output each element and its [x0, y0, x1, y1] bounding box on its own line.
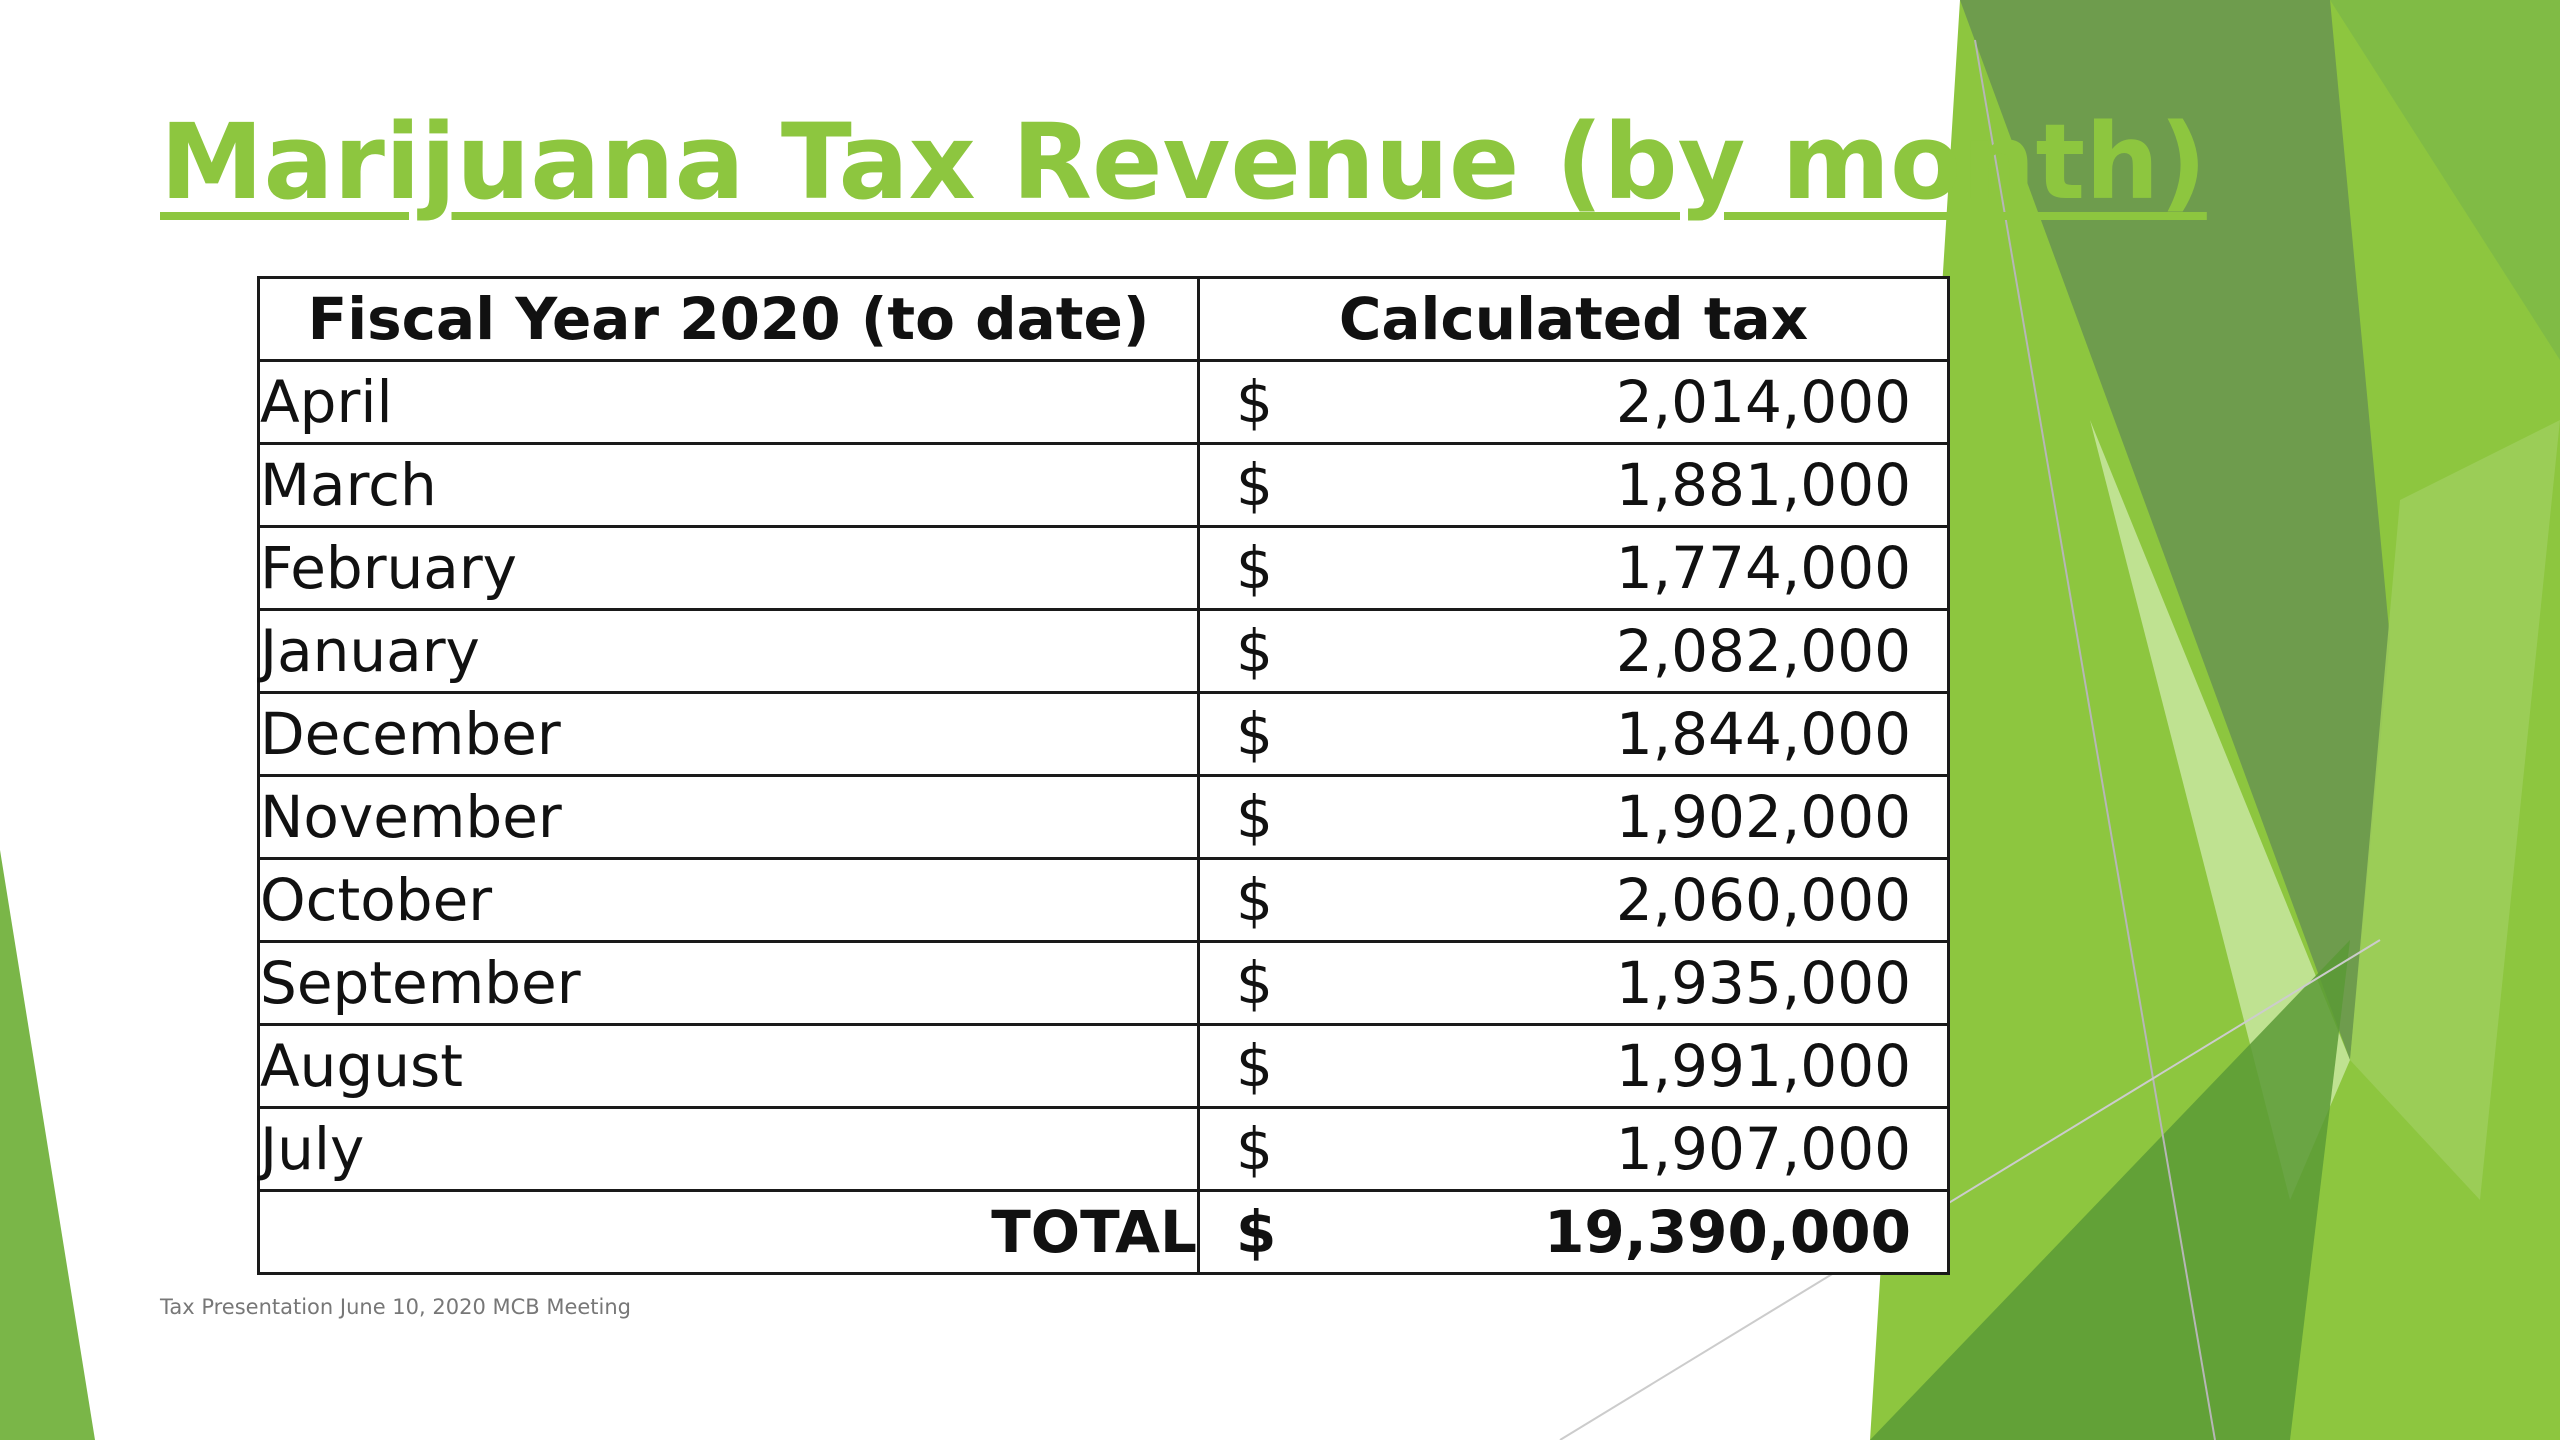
amount-cell: $2,014,000 — [1197, 359, 1950, 445]
table-row: November $1,902,000 — [257, 774, 1950, 860]
table-row: January $2,082,000 — [257, 608, 1950, 694]
amount-cell: $1,902,000 — [1197, 774, 1950, 860]
amount-cell: $1,991,000 — [1197, 1023, 1950, 1109]
month-cell: July — [257, 1106, 1200, 1192]
table-row: December $1,844,000 — [257, 691, 1950, 777]
total-amount-value: 19,390,000 — [1544, 1198, 1911, 1266]
total-label: TOTAL — [257, 1189, 1200, 1275]
currency-symbol: $ — [1236, 949, 1273, 1017]
amount-cell: $2,082,000 — [1197, 608, 1950, 694]
amount-value: 2,082,000 — [1615, 617, 1911, 685]
currency-symbol: $ — [1236, 1115, 1273, 1183]
month-cell: October — [257, 857, 1200, 943]
table-row: October $2,060,000 — [257, 857, 1950, 943]
currency-symbol: $ — [1236, 617, 1273, 685]
month-cell: September — [257, 940, 1200, 1026]
month-cell: December — [257, 691, 1200, 777]
amount-cell: $1,844,000 — [1197, 691, 1950, 777]
amount-cell: $1,881,000 — [1197, 442, 1950, 528]
currency-symbol: $ — [1236, 1198, 1277, 1266]
table-row: April $2,014,000 — [257, 359, 1950, 445]
amount-cell: $1,907,000 — [1197, 1106, 1950, 1192]
currency-symbol: $ — [1236, 700, 1273, 768]
header-fiscal-year: Fiscal Year 2020 (to date) — [257, 276, 1200, 362]
amount-value: 1,902,000 — [1615, 783, 1911, 851]
month-cell: April — [257, 359, 1200, 445]
amount-value: 1,881,000 — [1615, 451, 1911, 519]
table-header-row: Fiscal Year 2020 (to date) Calculated ta… — [257, 276, 1950, 362]
amount-value: 1,844,000 — [1615, 700, 1911, 768]
amount-value: 1,907,000 — [1615, 1115, 1911, 1183]
amount-value: 2,014,000 — [1615, 368, 1911, 436]
table-row: March $1,881,000 — [257, 442, 1950, 528]
month-cell: March — [257, 442, 1200, 528]
amount-value: 1,774,000 — [1615, 534, 1911, 602]
table-row: February $1,774,000 — [257, 525, 1950, 611]
amount-cell: $1,774,000 — [1197, 525, 1950, 611]
amount-cell: $1,935,000 — [1197, 940, 1950, 1026]
header-calculated-tax: Calculated tax — [1197, 276, 1950, 362]
currency-symbol: $ — [1236, 368, 1273, 436]
currency-symbol: $ — [1236, 1032, 1273, 1100]
currency-symbol: $ — [1236, 783, 1273, 851]
currency-symbol: $ — [1236, 534, 1273, 602]
tax-revenue-table: Fiscal Year 2020 (to date) Calculated ta… — [257, 276, 1950, 1275]
table-row: July $1,907,000 — [257, 1106, 1950, 1192]
total-row: TOTAL $19,390,000 — [257, 1189, 1950, 1275]
currency-symbol: $ — [1236, 451, 1273, 519]
currency-symbol: $ — [1236, 866, 1273, 934]
slide-title: Marijuana Tax Revenue (by month) — [160, 101, 2207, 223]
month-cell: February — [257, 525, 1200, 611]
table-row: September $1,935,000 — [257, 940, 1950, 1026]
amount-cell: $2,060,000 — [1197, 857, 1950, 943]
month-cell: January — [257, 608, 1200, 694]
amount-value: 1,935,000 — [1615, 949, 1911, 1017]
amount-value: 1,991,000 — [1615, 1032, 1911, 1100]
slide-footer: Tax Presentation June 10, 2020 MCB Meeti… — [160, 1295, 632, 1319]
table-row: August $1,991,000 — [257, 1023, 1950, 1109]
month-cell: August — [257, 1023, 1200, 1109]
total-amount-cell: $19,390,000 — [1197, 1189, 1950, 1275]
amount-value: 2,060,000 — [1615, 866, 1911, 934]
month-cell: November — [257, 774, 1200, 860]
